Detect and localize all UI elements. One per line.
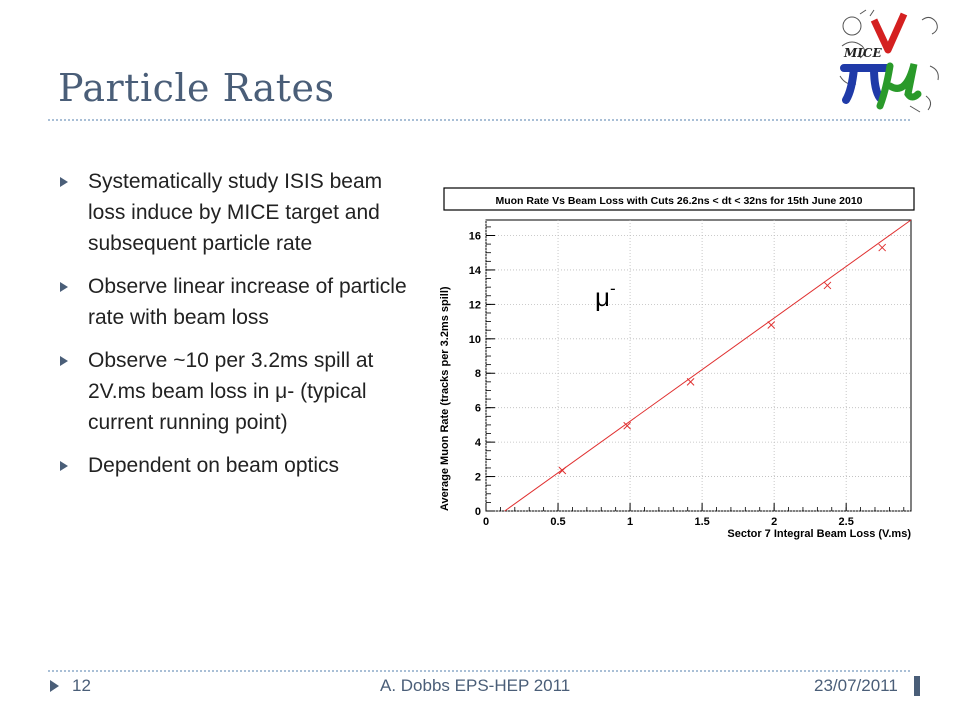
plot-frame (485, 219, 912, 512)
bullet-text: Dependent on beam optics (88, 454, 340, 477)
x-tick-label: 1.5 (694, 516, 709, 528)
mice-logo: MICE (839, 9, 939, 113)
footer-bar (914, 676, 920, 696)
axis-ticks: 0 0.5 1 1.5 2 2.5 0 2 4 6 8 10 12 14 16 (469, 226, 905, 528)
y-tick-label: 8 (475, 368, 481, 380)
grid-lines (485, 220, 911, 512)
marker-stroke (878, 243, 887, 252)
marker-stroke (767, 321, 776, 329)
page-number: 12 (72, 676, 91, 695)
y-axis-label: Average Muon Rate (tracks per 3.2ms spil… (439, 286, 451, 511)
y-tick-label: 2 (475, 472, 481, 484)
chart-title-box (443, 187, 915, 211)
x-axis-label: Sector 7 Integral Beam Loss (V.ms) (727, 528, 911, 540)
x-tick-label: 2 (771, 516, 777, 528)
footer-arrow-icon (50, 680, 59, 692)
y-tick-label: 16 (469, 230, 481, 242)
muon-rate-chart: Muon Rate Vs Beam Loss with Cuts 26.2ns … (432, 180, 924, 550)
bullet-text: Systematically study ISIS beam loss indu… (88, 170, 383, 255)
y-tick-label: 14 (469, 265, 482, 277)
bullet-arrow-icon (60, 282, 68, 292)
chart-title: Muon Rate Vs Beam Loss with Cuts 26.2ns … (495, 195, 862, 207)
slide-title: Particle Rates (58, 66, 335, 110)
data-points (558, 243, 887, 475)
marker-stroke (623, 421, 632, 430)
y-tick-label: 0 (475, 506, 481, 518)
y-tick-label: 4 (475, 437, 482, 449)
y-tick-label: 6 (475, 403, 481, 415)
bullet-item: Observe ~10 per 3.2ms spill at 2V.ms bea… (58, 345, 418, 438)
y-tick-label: 10 (469, 334, 481, 346)
bullet-list: Systematically study ISIS beam loss indu… (58, 166, 418, 493)
data-point-marker (558, 466, 567, 475)
footer-date: 23/07/2011 (814, 676, 898, 695)
bullet-text: Observe linear increase of particle rate… (88, 275, 407, 329)
bullet-text: Observe ~10 per 3.2ms spill at 2V.ms bea… (88, 349, 374, 434)
bullet-item: Dependent on beam optics (58, 450, 418, 481)
annotation-sup: - (610, 279, 616, 298)
data-point-marker (623, 421, 632, 430)
particle-annotation: μ- (595, 279, 616, 312)
bullet-arrow-icon (60, 356, 68, 366)
annotation-base: μ (595, 282, 610, 312)
x-tick-label: 2.5 (839, 516, 854, 528)
bullet-arrow-icon (60, 461, 68, 471)
marker-stroke (686, 378, 695, 386)
bullet-item: Systematically study ISIS beam loss indu… (58, 166, 418, 259)
y-tick-label: 12 (469, 299, 481, 311)
x-tick-label: 0 (483, 516, 489, 528)
fit-line (504, 219, 912, 512)
data-point-marker (823, 281, 832, 290)
data-point-marker (686, 378, 695, 386)
marker-stroke (823, 281, 832, 290)
data-point-marker (878, 243, 887, 252)
x-tick-label: 1 (627, 516, 633, 528)
bullet-item: Observe linear increase of particle rate… (58, 271, 418, 333)
bullet-arrow-icon (60, 177, 68, 187)
footer-divider (48, 670, 910, 672)
footer-author: A. Dobbs EPS-HEP 2011 (380, 676, 571, 695)
marker-stroke (558, 466, 567, 475)
title-divider (48, 119, 910, 121)
logo-text: MICE (843, 46, 882, 60)
x-tick-label: 0.5 (550, 516, 565, 528)
data-point-marker (767, 321, 776, 329)
